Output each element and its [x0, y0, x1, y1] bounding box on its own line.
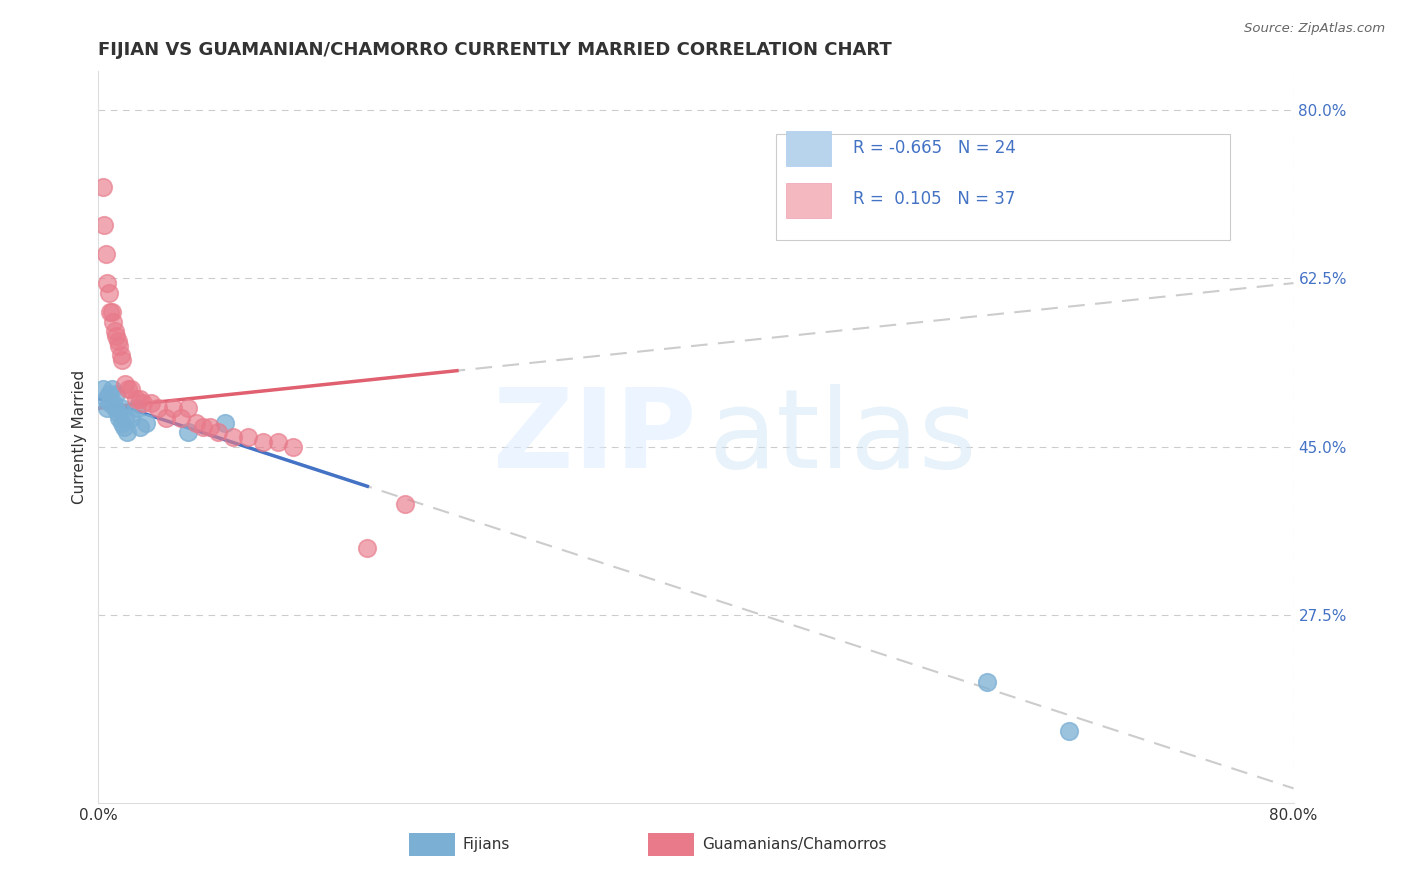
- Point: [98, 396, 122, 410]
- Point: [120, 410, 142, 425]
- Point: [129, 420, 152, 434]
- Text: Source: ZipAtlas.com: Source: ZipAtlas.com: [1244, 22, 1385, 36]
- Bar: [409, 833, 454, 856]
- Point: [104, 401, 127, 416]
- Point: [184, 416, 207, 430]
- Point: [236, 430, 259, 444]
- Point: [281, 440, 304, 454]
- Point: [105, 329, 128, 343]
- Text: R = -0.665   N = 24: R = -0.665 N = 24: [852, 139, 1015, 157]
- Point: [132, 396, 155, 410]
- Text: ZIP: ZIP: [492, 384, 696, 491]
- Point: [91, 179, 114, 194]
- Point: [108, 338, 131, 352]
- Point: [96, 276, 118, 290]
- Point: [177, 425, 200, 440]
- Point: [356, 541, 378, 555]
- Point: [104, 324, 127, 338]
- Text: atlas: atlas: [709, 384, 976, 491]
- Point: [125, 401, 148, 416]
- Point: [207, 425, 229, 440]
- Point: [222, 430, 245, 444]
- Point: [108, 410, 131, 425]
- Point: [155, 410, 177, 425]
- Point: [394, 498, 416, 512]
- Point: [148, 401, 170, 416]
- Point: [139, 396, 162, 410]
- Point: [93, 219, 115, 233]
- Point: [125, 392, 148, 406]
- Point: [976, 675, 998, 690]
- Point: [129, 392, 152, 406]
- Point: [94, 392, 117, 406]
- Point: [94, 247, 117, 261]
- Point: [267, 434, 290, 449]
- FancyBboxPatch shape: [776, 134, 1230, 240]
- Point: [105, 386, 128, 401]
- Point: [252, 434, 274, 449]
- Text: R =  0.105   N = 37: R = 0.105 N = 37: [852, 190, 1015, 209]
- Bar: [648, 833, 693, 856]
- Point: [1059, 723, 1081, 738]
- Point: [97, 285, 120, 300]
- Point: [114, 377, 136, 392]
- Point: [101, 305, 124, 319]
- Point: [200, 420, 222, 434]
- Point: [120, 382, 142, 396]
- Point: [110, 348, 132, 362]
- Point: [214, 416, 236, 430]
- Point: [169, 410, 191, 425]
- Point: [117, 382, 139, 396]
- Point: [162, 401, 184, 416]
- Point: [112, 420, 135, 434]
- Y-axis label: Currently Married: Currently Married: [72, 370, 87, 504]
- Point: [103, 315, 125, 329]
- Text: Fijians: Fijians: [463, 837, 510, 852]
- Point: [177, 401, 200, 416]
- Bar: [786, 131, 831, 167]
- Point: [101, 382, 124, 396]
- Point: [110, 401, 132, 416]
- Point: [91, 382, 114, 396]
- Point: [115, 425, 138, 440]
- Point: [107, 406, 129, 420]
- Point: [111, 353, 134, 368]
- Point: [135, 416, 157, 430]
- Point: [111, 416, 134, 430]
- Point: [107, 334, 129, 348]
- Bar: [786, 183, 831, 218]
- Point: [97, 386, 120, 401]
- Text: FIJIAN VS GUAMANIAN/CHAMORRO CURRENTLY MARRIED CORRELATION CHART: FIJIAN VS GUAMANIAN/CHAMORRO CURRENTLY M…: [98, 41, 893, 59]
- Point: [191, 420, 214, 434]
- Point: [96, 401, 118, 416]
- Point: [98, 305, 122, 319]
- Point: [103, 396, 125, 410]
- Point: [114, 410, 136, 425]
- Text: Guamanians/Chamorros: Guamanians/Chamorros: [702, 837, 886, 852]
